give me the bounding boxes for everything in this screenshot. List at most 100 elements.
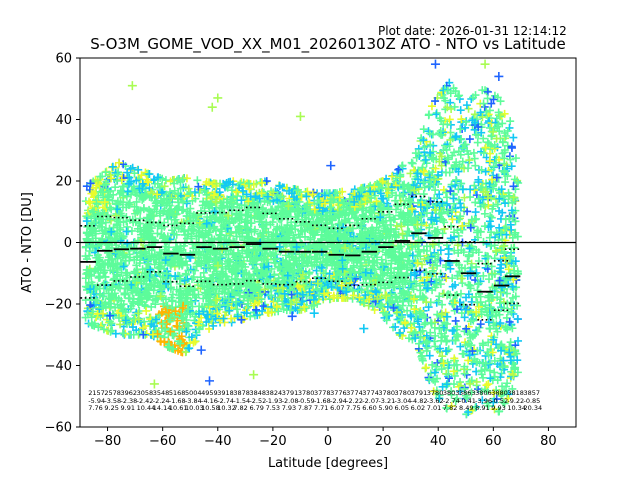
- scatter-point: [263, 192, 272, 201]
- scatter-point: [105, 294, 114, 303]
- scatter-point: [478, 113, 487, 122]
- scatter-point: [288, 274, 297, 283]
- scatter-point: [189, 338, 198, 347]
- scatter-point: [166, 327, 175, 336]
- scatter-point: [439, 359, 448, 368]
- scatter-point: [514, 336, 523, 345]
- scatter-point: [153, 190, 162, 199]
- scatter-point: [427, 215, 436, 224]
- plot-date: Plot date: 2026-01-31 12:14:12: [378, 24, 567, 38]
- scatter-point: [415, 281, 424, 290]
- scatter-point: [385, 210, 394, 219]
- scatter-point: [114, 283, 123, 292]
- scatter-point: [476, 320, 485, 329]
- scatter-point: [493, 376, 502, 385]
- scatter-point: [435, 190, 444, 199]
- scatter-point: [132, 176, 141, 185]
- scatter-point: [303, 187, 312, 196]
- scatter-point: [273, 297, 282, 306]
- scatter-point: [216, 278, 225, 287]
- scatter-point: [275, 182, 284, 191]
- scatter-point: [497, 185, 506, 194]
- chart-title: S-O3M_GOME_VOD_XX_M01_20260130Z ATO - NT…: [90, 35, 566, 54]
- scatter-point: [444, 370, 453, 379]
- scatter-point: [433, 261, 442, 270]
- scatter-point: [477, 183, 486, 192]
- scatter-point: [218, 287, 227, 296]
- scatter-point: [465, 339, 473, 348]
- scatter-point: [122, 217, 131, 226]
- scatter-point: [416, 202, 425, 211]
- scatter-point: [198, 282, 207, 291]
- scatter-point: [508, 324, 517, 333]
- scatter-point: [244, 208, 253, 217]
- scatter-point: [255, 210, 264, 219]
- scatter-point: [387, 288, 396, 297]
- scatter-point: [490, 356, 499, 365]
- scatter-point: [328, 261, 337, 270]
- scatter-point: [509, 182, 518, 191]
- scatter-point: [340, 211, 349, 220]
- scatter-point: [257, 210, 266, 219]
- scatter-point: [422, 363, 431, 372]
- scatter-point: [221, 222, 230, 231]
- scatter-point: [293, 186, 302, 195]
- scatter-point: [497, 260, 506, 269]
- scatter-point: [370, 182, 379, 191]
- scatter-point: [498, 208, 507, 217]
- scatter-point: [203, 212, 212, 221]
- scatter-point: [494, 407, 503, 416]
- scatter-point: [508, 198, 517, 207]
- scatter-point: [450, 162, 459, 171]
- scatter-point: [448, 215, 457, 224]
- scatter-point: [211, 197, 220, 206]
- scatter-point: [495, 276, 504, 285]
- scatter-point: [172, 210, 181, 219]
- scatter-point: [379, 194, 388, 203]
- scatter-point: [339, 223, 348, 232]
- scatter-point: [297, 207, 306, 216]
- scatter-point: [331, 231, 340, 240]
- scatter-point: [489, 95, 498, 104]
- scatter-point: [116, 209, 125, 218]
- scatter-point: [97, 239, 106, 248]
- scatter-point: [427, 102, 436, 111]
- scatter-point: [446, 98, 455, 107]
- scatter-point: [181, 348, 190, 357]
- scatter-point: [156, 262, 165, 271]
- scatter-point: [227, 197, 236, 206]
- scatter-point: [509, 371, 518, 380]
- scatter-point: [409, 294, 418, 303]
- scatter-point: [131, 276, 140, 285]
- scatter-point: [443, 207, 452, 216]
- scatter-point: [456, 378, 465, 387]
- scatter-point: [212, 271, 221, 280]
- scatter-point: [184, 266, 193, 275]
- scatter-point: [129, 330, 138, 339]
- scatter-point: [457, 274, 466, 283]
- scatter-point: [365, 295, 374, 304]
- scatter-point: [235, 298, 244, 307]
- scatter-point: [502, 289, 511, 298]
- scatter-point: [487, 213, 496, 222]
- scatter-point: [223, 277, 232, 286]
- scatter-point: [413, 169, 422, 178]
- scatter-point: [472, 307, 481, 316]
- scatter-point: [479, 134, 488, 143]
- scatter-point: [154, 219, 163, 228]
- scatter-point: [450, 361, 459, 370]
- scatter-point: [147, 302, 156, 311]
- scatter-point: [202, 219, 211, 228]
- scatter-point: [473, 233, 482, 242]
- scatter-point: [365, 279, 374, 288]
- scatter-point: [258, 205, 267, 214]
- scatter-point: [205, 324, 214, 333]
- scatter-point: [464, 280, 473, 289]
- scatter-point: [452, 158, 461, 167]
- scatter-point: [213, 261, 222, 270]
- scatter-point: [317, 263, 326, 272]
- scatter-point: [479, 341, 488, 350]
- scatter-point: [310, 301, 319, 310]
- scatter-point: [481, 304, 490, 313]
- scatter-point: [370, 305, 379, 314]
